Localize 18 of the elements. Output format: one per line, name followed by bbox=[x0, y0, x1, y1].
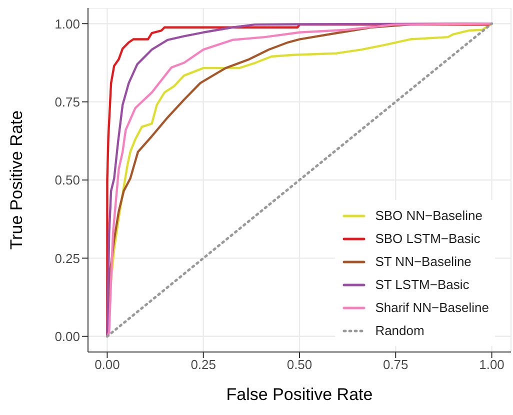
x-tick-label: 0.00 bbox=[94, 357, 120, 372]
x-tick-label: 1.00 bbox=[479, 357, 504, 372]
y-tick-label: 1.00 bbox=[54, 16, 80, 32]
legend-label: ST LSTM−Basic bbox=[375, 277, 470, 292]
x-tick-label: 0.25 bbox=[190, 357, 216, 372]
legend-label: SBO NN−Baseline bbox=[375, 208, 482, 223]
y-tick-label: 0.25 bbox=[54, 250, 80, 266]
y-tick-label: 0.00 bbox=[54, 328, 80, 344]
legend-label: Sharif NN−Baseline bbox=[375, 300, 489, 315]
y-tick-label: 0.50 bbox=[54, 172, 80, 188]
x-tick-label: 0.75 bbox=[382, 357, 408, 372]
x-tick-label: 0.50 bbox=[286, 357, 312, 372]
y-axis-title: True Positive Rate bbox=[7, 110, 26, 250]
legend-label: SBO LSTM−Basic bbox=[375, 231, 480, 246]
legend-label: Random bbox=[375, 323, 424, 338]
legend-label: ST NN−Baseline bbox=[375, 254, 472, 269]
x-axis-title: False Positive Rate bbox=[226, 385, 373, 404]
y-tick-label: 0.75 bbox=[54, 94, 80, 110]
